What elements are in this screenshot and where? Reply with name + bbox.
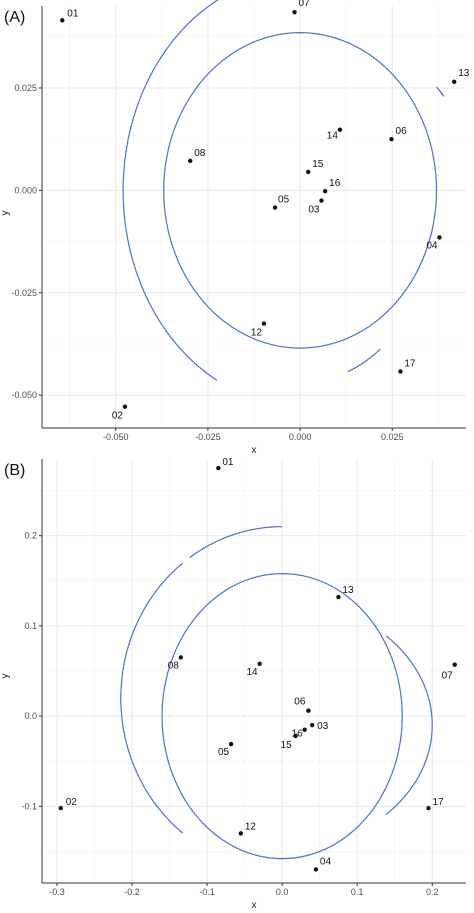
- x-tick-label: -0.025: [195, 432, 221, 442]
- data-point: [452, 662, 457, 667]
- point-label: 17: [404, 358, 416, 369]
- data-point: [337, 127, 343, 132]
- y-tick-label: 0.025: [14, 83, 37, 93]
- panel-label: (A): [4, 9, 25, 26]
- x-tick-label: -0.2: [124, 887, 140, 897]
- x-axis-title: x: [252, 445, 257, 456]
- boundary-curve: [347, 348, 381, 373]
- data-point: [122, 404, 128, 409]
- x-tick-label: 0.2: [426, 887, 439, 897]
- data-point: [257, 661, 262, 666]
- x-tick-label: -0.050: [103, 432, 129, 442]
- point-label: 14: [247, 667, 259, 678]
- point-label: 05: [218, 747, 230, 758]
- data-point: [58, 805, 63, 811]
- x-tick-label: 0.0: [276, 887, 289, 897]
- data-point: [426, 805, 431, 811]
- y-axis-title: y: [0, 674, 11, 679]
- data-point: [178, 655, 184, 660]
- data-point: [389, 136, 394, 142]
- point-label: 12: [245, 821, 257, 832]
- data-point: [238, 831, 244, 836]
- panel-b: -0.3 -0.2 -0.1 0.0 0.1 0.2 -0.1 0.0 0.1 0.2 x y (B) 0…: [0, 457, 466, 911]
- y-axis-title: y: [0, 211, 11, 216]
- data-point: [398, 369, 403, 374]
- data-point: [188, 158, 193, 164]
- data-point: [261, 321, 267, 326]
- x-tick-label: 0.000: [289, 432, 312, 442]
- x-tick-label: -0.1: [199, 887, 215, 897]
- data-point: [437, 235, 442, 240]
- point-label: 08: [168, 660, 180, 671]
- point-label: 08: [194, 148, 206, 159]
- point-label: 01: [67, 8, 79, 19]
- point-label: 02: [112, 411, 124, 422]
- point-label: 15: [312, 159, 324, 170]
- data-point: [293, 733, 298, 739]
- boundary-curve: [385, 635, 433, 815]
- point-label: 02: [66, 797, 78, 808]
- point-label: 17: [432, 797, 444, 808]
- point-label: 07: [442, 671, 454, 682]
- point-label: 15: [281, 740, 293, 751]
- data-point: [292, 9, 297, 15]
- point-label: 03: [317, 721, 329, 732]
- data-point: [336, 594, 341, 600]
- boundary-curve: [161, 572, 403, 860]
- boundary-curve: [122, 0, 219, 381]
- point-label: 13: [458, 68, 470, 79]
- y-tick-label: -0.1: [21, 801, 37, 811]
- data-point: [228, 741, 234, 747]
- boundary-curve: [189, 526, 283, 559]
- point-label: 04: [320, 856, 332, 867]
- y-tick-label: 0.2: [24, 531, 37, 541]
- data-point: [319, 198, 324, 203]
- data-point: [309, 722, 315, 728]
- data-point: [313, 867, 319, 872]
- panel-a: -0.050 -0.025 0.000 0.025 -0.050 -0.025 0.000 0…: [0, 0, 470, 456]
- point-label: 16: [292, 729, 304, 740]
- point-label: 13: [342, 585, 354, 596]
- point-label: 14: [327, 131, 339, 142]
- data-point: [305, 169, 311, 175]
- boundary-curve: [120, 562, 184, 834]
- point-label: 07: [299, 0, 311, 9]
- y-tick-label: -0.050: [11, 390, 37, 400]
- point-label: 04: [426, 240, 438, 251]
- y-tick-label: 0.000: [14, 185, 37, 195]
- point-label: 12: [251, 328, 263, 339]
- x-axis-title: x: [252, 900, 257, 911]
- point-label: 01: [222, 457, 234, 468]
- data-point: [272, 205, 278, 210]
- x-tick-label: 0.1: [351, 887, 364, 897]
- data-point: [60, 18, 65, 23]
- y-tick-label: -0.025: [11, 288, 37, 298]
- y-tick-label: 0.1: [24, 621, 37, 631]
- data-point: [306, 708, 311, 713]
- data-point: [452, 79, 457, 84]
- boundary-curve: [436, 86, 445, 97]
- y-tick-label: 0.0: [24, 711, 37, 721]
- point-label: 06: [294, 697, 306, 708]
- x-tick-label: -0.3: [49, 887, 65, 897]
- point-label: 16: [329, 178, 341, 189]
- data-point: [216, 465, 221, 471]
- data-point: [322, 188, 328, 194]
- point-label: 03: [308, 205, 320, 216]
- boundary-curve: [163, 31, 438, 349]
- panel-label: (B): [4, 462, 25, 479]
- point-label: 05: [278, 195, 290, 206]
- data-point: [302, 727, 307, 732]
- x-tick-label: 0.025: [381, 432, 404, 442]
- point-label: 06: [396, 126, 408, 137]
